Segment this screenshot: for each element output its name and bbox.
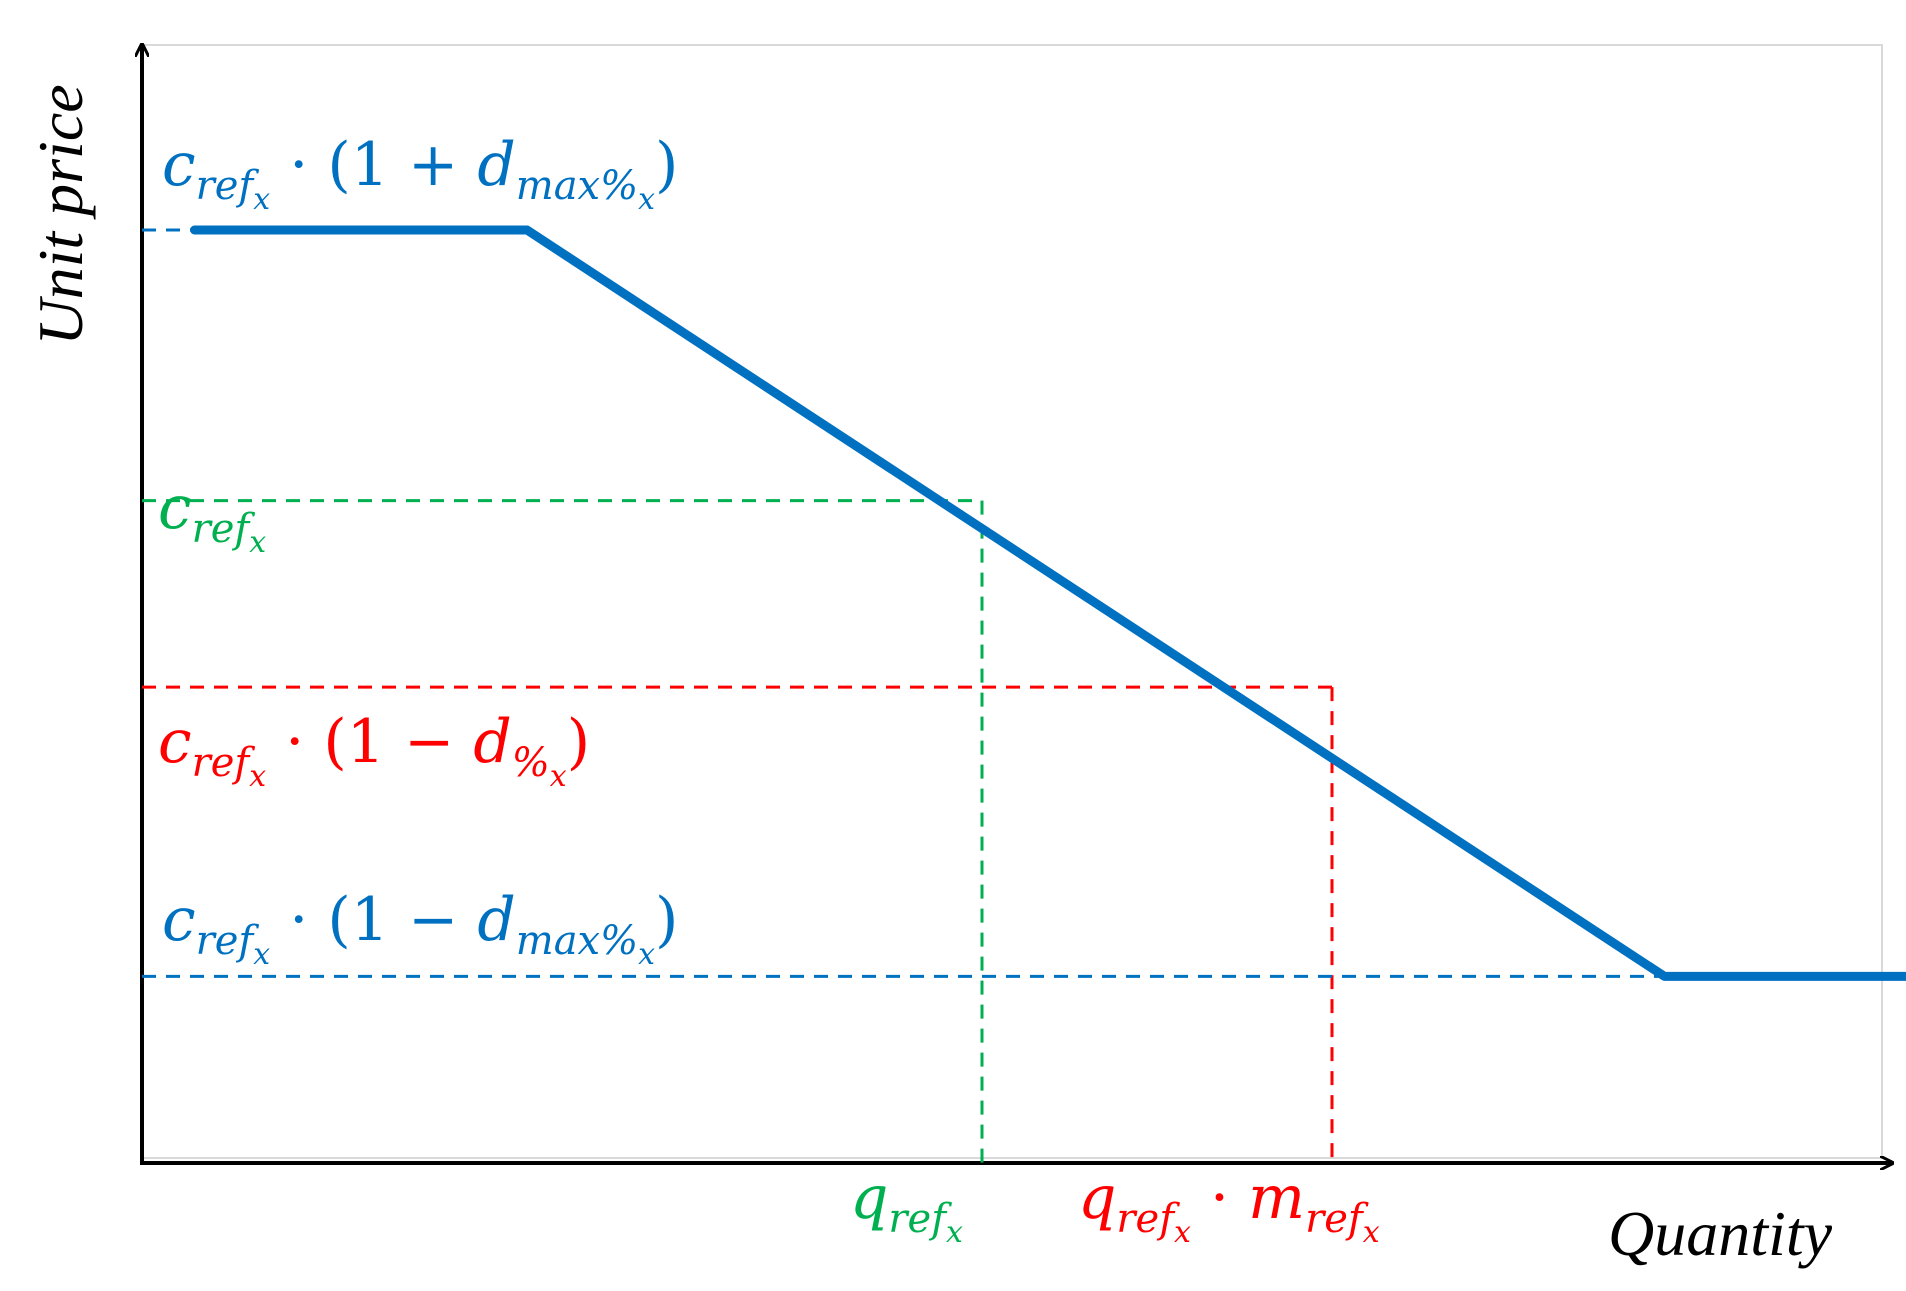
- plot-frame: [141, 44, 1883, 1159]
- x-axis-label: Quantity: [1608, 1198, 1833, 1269]
- price-curve-group: [190, 225, 1906, 981]
- label-c-min: crefx · (1 − dmax%x): [162, 885, 678, 972]
- label-c-max: crefx · (1 + dmax%x): [162, 130, 678, 217]
- label-c-disc: crefx · (1 − d%x): [158, 707, 590, 794]
- price-curve: [190, 225, 1906, 981]
- label-c-ref: crefx: [158, 473, 266, 560]
- label-q-target: qrefx · mrefx: [1078, 1163, 1380, 1250]
- y-axis-label: Unit price: [25, 84, 96, 345]
- guide-lines: [142, 228, 1665, 1163]
- label-q-ref: qrefx: [850, 1163, 963, 1250]
